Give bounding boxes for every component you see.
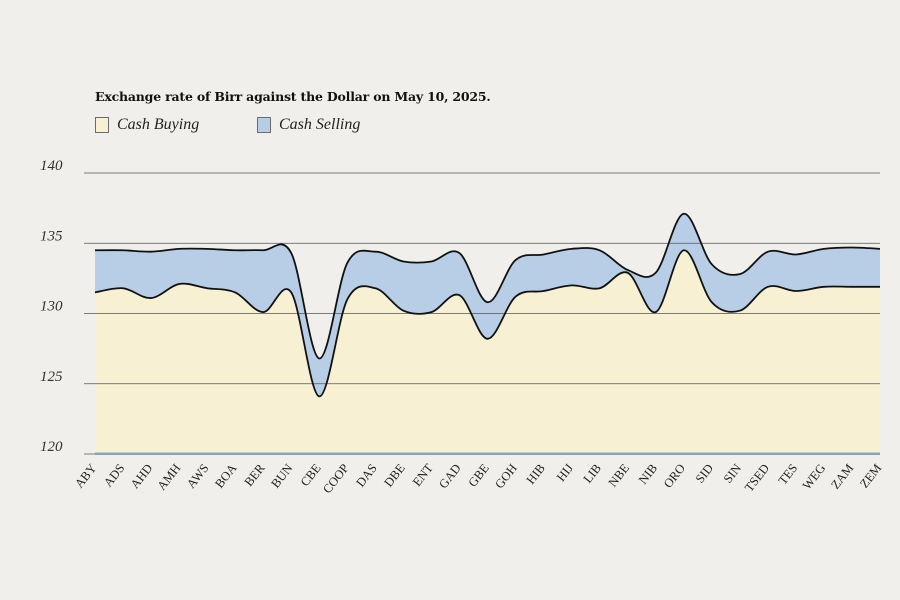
x-tick-label-CBE: CBE: [298, 461, 324, 489]
y-tick-label-130: 130: [40, 299, 63, 315]
x-tick-label-SIN: SIN: [721, 461, 744, 486]
x-tick-label-DBE: DBE: [381, 461, 408, 490]
x-tick-label-LIB: LIB: [581, 461, 604, 485]
x-tick-label-COOP: COOP: [320, 461, 352, 496]
x-tick-label-GAD: GAD: [436, 461, 464, 491]
x-tick-label-ENT: ENT: [410, 461, 436, 489]
x-tick-label-NIB: NIB: [636, 461, 660, 487]
y-tick-label-120: 120: [40, 439, 63, 455]
chart-title: Exchange rate of Birr against the Dollar…: [95, 89, 491, 104]
line-cash-selling: [94, 212, 881, 360]
x-tick-label-SID: SID: [693, 461, 716, 486]
x-tick-label-AHD: AHD: [128, 461, 156, 491]
x-tick-label-NBE: NBE: [606, 461, 633, 490]
y-tick-label-140: 140: [40, 158, 63, 174]
area-cash-selling: [95, 213, 880, 397]
x-tick-label-BOA: BOA: [212, 461, 239, 490]
x-tick-label-WEG: WEG: [800, 461, 829, 492]
legend-swatch-cash-selling: [257, 117, 271, 133]
legend-label-cash-selling: Cash Selling: [279, 116, 361, 133]
legend-item-cash-buying: Cash Buying: [95, 116, 199, 134]
legend-item-cash-selling: Cash Selling: [257, 116, 360, 134]
x-tick-label-ORO: ORO: [661, 461, 688, 490]
x-tick-label-ADS: ADS: [101, 461, 127, 489]
x-tick-label-AMH: AMH: [154, 461, 183, 493]
x-tick-label-DAS: DAS: [353, 461, 379, 489]
area-cash-buying: [95, 250, 880, 454]
x-tick-label-TSED: TSED: [742, 461, 772, 494]
x-tick-label-BUN: BUN: [268, 461, 295, 490]
legend-swatch-cash-buying: [95, 117, 109, 133]
x-tick-label-GOH: GOH: [492, 461, 520, 491]
x-tick-label-AWS: AWS: [184, 461, 212, 491]
legend-label-cash-buying: Cash Buying: [117, 116, 200, 133]
x-tick-label-TES: TES: [776, 461, 801, 487]
x-tick-label-HIJ: HIJ: [554, 461, 576, 484]
x-tick-label-ABY: ABY: [72, 461, 99, 490]
line-cash-buying: [94, 249, 880, 398]
x-tick-label-HIB: HIB: [524, 461, 548, 487]
y-tick-label-135: 135: [40, 228, 63, 244]
y-tick-label-125: 125: [40, 369, 63, 385]
baseline-strip: [95, 452, 880, 455]
x-tick-label-ZAM: ZAM: [828, 461, 856, 492]
x-tick-label-ZEM: ZEM: [857, 461, 884, 490]
x-tick-label-GBE: GBE: [465, 461, 492, 490]
x-tick-label-BER: BER: [242, 461, 268, 489]
